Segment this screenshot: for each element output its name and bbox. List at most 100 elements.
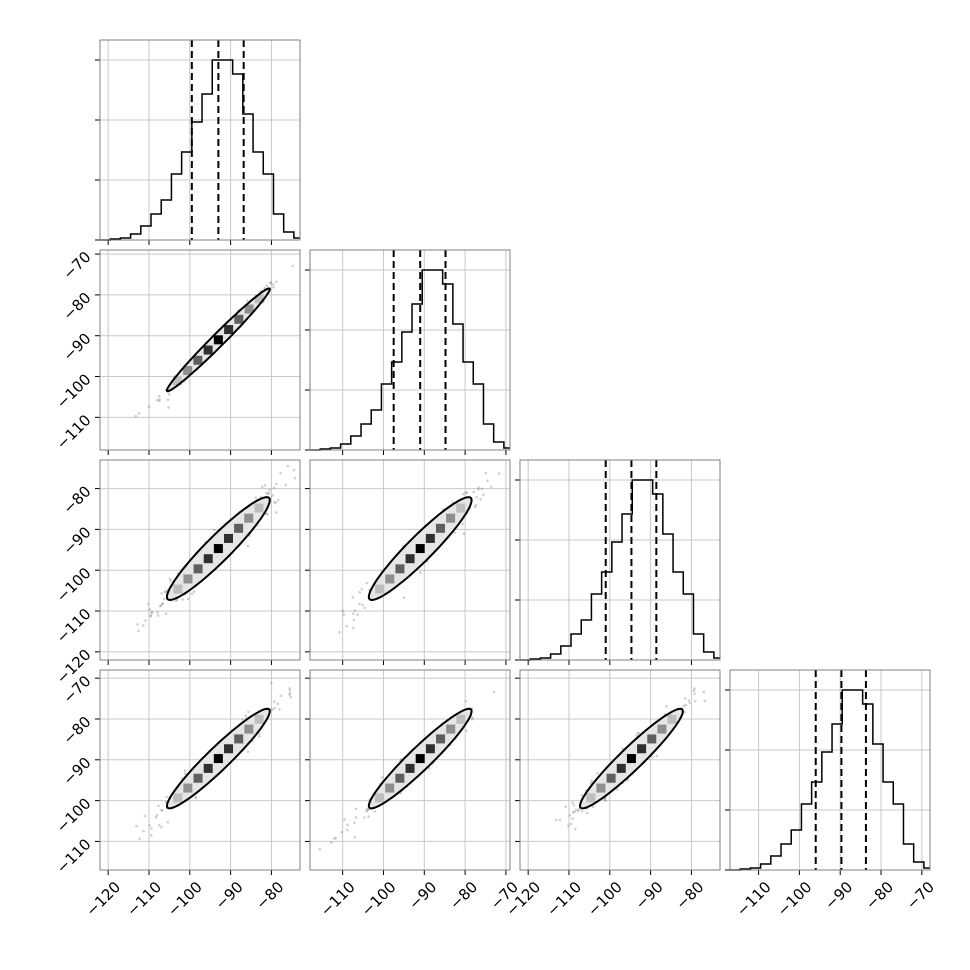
- y-tick-label: −80: [59, 482, 94, 517]
- sample-point: [571, 811, 575, 814]
- sample-point: [345, 624, 349, 628]
- sample-point: [665, 705, 668, 708]
- sample-point: [147, 405, 151, 408]
- x-tick-label: −100: [774, 878, 816, 920]
- density-bin: [203, 554, 213, 564]
- sample-point: [733, 659, 736, 662]
- y-tick-label: −100: [53, 564, 95, 606]
- density-bin: [616, 763, 626, 773]
- sample-point: [462, 492, 465, 496]
- sample-point: [161, 602, 164, 606]
- density-bin: [405, 763, 415, 773]
- density-bin: [586, 793, 596, 803]
- sample-point: [157, 804, 160, 808]
- sample-point: [284, 483, 287, 487]
- density-bin: [637, 744, 647, 754]
- sample-point: [271, 708, 275, 711]
- density-bin: [405, 554, 415, 564]
- sample-point: [164, 800, 168, 804]
- sample-point: [276, 498, 280, 502]
- density-bin: [173, 584, 183, 594]
- sample-point: [148, 824, 151, 827]
- sample-point: [269, 281, 273, 284]
- sample-point: [148, 607, 151, 611]
- density-bin: [183, 574, 193, 584]
- panel-frame: [99, 459, 301, 661]
- sample-point: [155, 398, 159, 402]
- sample-point: [591, 805, 595, 809]
- panel-3-1: [305, 669, 511, 875]
- sample-point: [269, 281, 272, 285]
- sample-point: [687, 699, 691, 702]
- sample-point: [472, 490, 476, 494]
- panel-frame: [729, 669, 931, 871]
- panel-content: [526, 659, 736, 870]
- histogram-step: [730, 689, 930, 871]
- sample-point: [363, 816, 366, 819]
- sample-point: [160, 809, 163, 812]
- sample-point: [554, 818, 558, 822]
- x-tick-label: −80: [862, 878, 897, 913]
- panel-frame: [99, 669, 301, 871]
- sample-point: [604, 799, 607, 802]
- x-tick-label: −110: [317, 878, 359, 920]
- sample-point: [137, 629, 140, 633]
- sample-point: [258, 735, 261, 738]
- sample-point: [419, 571, 422, 574]
- sample-point: [158, 604, 162, 608]
- density-bin: [446, 513, 456, 523]
- panel-content: [136, 464, 297, 633]
- sample-point: [580, 794, 584, 797]
- x-tick-label: −90: [632, 878, 667, 913]
- sample-point: [373, 810, 377, 813]
- sample-point: [87, 464, 90, 467]
- sample-point: [351, 596, 355, 599]
- sample-point: [334, 836, 337, 840]
- density-bin: [213, 544, 223, 554]
- sample-point: [682, 704, 686, 708]
- sample-point: [288, 689, 292, 692]
- y-tick-label: −110: [53, 835, 95, 877]
- sample-point: [275, 511, 278, 514]
- sample-point: [161, 602, 165, 605]
- panel-3-0: [95, 669, 301, 875]
- sample-point: [475, 496, 479, 499]
- sample-point: [137, 412, 141, 415]
- density-bin: [234, 314, 244, 324]
- panel-2-1: [305, 459, 511, 665]
- density-bin: [415, 754, 425, 764]
- contour-outer: [165, 287, 271, 393]
- sample-point: [471, 717, 474, 721]
- panel-frame: [309, 249, 511, 451]
- sample-point: [149, 834, 153, 837]
- sample-point: [272, 486, 276, 490]
- sample-point: [345, 828, 349, 832]
- sample-point: [144, 619, 147, 622]
- sample-point: [192, 590, 196, 593]
- sample-point: [273, 706, 276, 710]
- sample-point: [168, 577, 172, 581]
- density-bin: [213, 754, 223, 764]
- y-tick-label: −100: [53, 794, 95, 836]
- sample-point: [497, 472, 501, 475]
- density-bin: [375, 793, 385, 803]
- sample-point: [149, 614, 152, 618]
- x-tick-label: −110: [543, 878, 585, 920]
- sample-point: [186, 597, 190, 601]
- sample-point: [156, 611, 159, 614]
- sample-point: [473, 505, 477, 509]
- sample-point: [356, 613, 359, 617]
- sample-point: [286, 464, 290, 468]
- sample-point: [160, 591, 163, 595]
- sample-point: [358, 590, 361, 594]
- sample-point: [138, 837, 141, 840]
- histogram-step: [310, 269, 510, 451]
- density-bin: [173, 793, 183, 803]
- sample-point: [169, 579, 172, 583]
- sample-point: [574, 827, 577, 831]
- sample-point: [190, 592, 194, 596]
- sample-point: [365, 810, 368, 813]
- sample-point: [655, 754, 659, 758]
- panel-content: [318, 690, 496, 851]
